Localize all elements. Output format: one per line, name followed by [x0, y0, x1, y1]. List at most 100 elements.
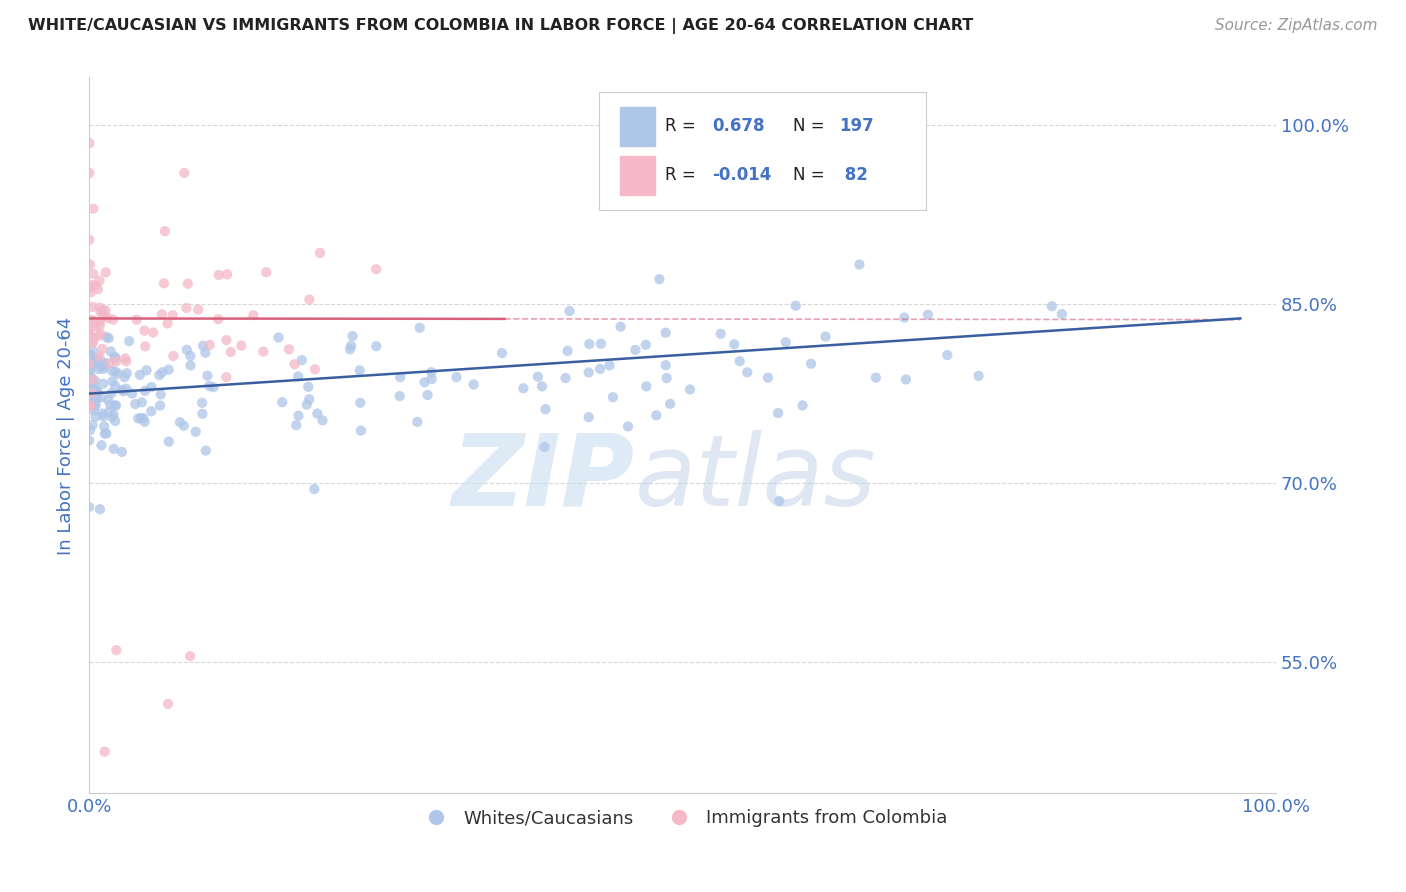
FancyBboxPatch shape: [599, 92, 925, 210]
Point: [173, 166, 195, 180]
Point: [82, 314, 104, 328]
Point: [1040, 299, 1063, 313]
Point: [176, 343, 198, 357]
Point: [104, 350, 127, 364]
Point: [80, 384, 103, 399]
Text: -0.014: -0.014: [713, 166, 772, 185]
Point: [150, 365, 173, 379]
Point: [578, 410, 600, 425]
Point: [87, 351, 110, 366]
Point: [406, 415, 429, 429]
Point: [77, 357, 100, 371]
Point: [86, 383, 108, 397]
Point: [557, 343, 579, 358]
Point: [124, 397, 146, 411]
Point: [84, 278, 107, 293]
Point: [530, 379, 553, 393]
Point: [491, 346, 513, 360]
Point: [82, 202, 104, 216]
Point: [311, 413, 333, 427]
Point: [84, 409, 107, 424]
Point: [79, 382, 101, 396]
Point: [80, 393, 103, 408]
Point: [91, 390, 114, 404]
Point: [654, 358, 676, 372]
Point: [89, 350, 111, 364]
Point: [86, 354, 108, 368]
Point: [82, 417, 104, 432]
Point: [865, 370, 887, 384]
Point: [342, 329, 364, 343]
Point: [103, 442, 125, 456]
Point: [534, 402, 557, 417]
Bar: [620, 107, 655, 146]
Point: [602, 390, 624, 404]
Point: [101, 312, 124, 326]
Point: [848, 258, 870, 272]
Bar: [620, 156, 655, 195]
Point: [93, 409, 115, 424]
Point: [89, 318, 111, 332]
Point: [366, 339, 388, 353]
Point: [287, 369, 309, 384]
Point: [83, 319, 105, 334]
Point: [104, 399, 127, 413]
Point: [82, 375, 104, 389]
Point: [79, 361, 101, 376]
Point: [80, 313, 103, 327]
Point: [219, 345, 242, 359]
Point: [217, 268, 239, 282]
Point: [340, 339, 363, 353]
Point: [93, 419, 115, 434]
Point: [98, 398, 121, 412]
Point: [179, 349, 201, 363]
Point: [87, 362, 110, 376]
Point: [87, 282, 110, 296]
Point: [83, 351, 105, 366]
Point: [463, 377, 485, 392]
Point: [121, 386, 143, 401]
Point: [84, 374, 107, 388]
Point: [91, 303, 114, 318]
Point: [87, 356, 110, 370]
Point: [271, 395, 294, 409]
Point: [589, 336, 612, 351]
Point: [100, 344, 122, 359]
Point: [527, 369, 550, 384]
Point: [153, 277, 176, 291]
Point: [79, 423, 101, 437]
Point: [128, 368, 150, 382]
Point: [129, 411, 152, 425]
Point: [735, 365, 758, 379]
Point: [84, 398, 107, 412]
Point: [91, 342, 114, 356]
Point: [115, 382, 138, 396]
Point: [194, 345, 217, 359]
Point: [198, 379, 221, 393]
Point: [79, 376, 101, 391]
Point: [77, 328, 100, 343]
Point: [558, 304, 581, 318]
Point: [79, 328, 101, 343]
Point: [80, 277, 103, 292]
Point: [101, 374, 124, 388]
Point: [98, 404, 121, 418]
Point: [107, 367, 129, 381]
Point: [150, 307, 173, 321]
Point: [304, 482, 326, 496]
Point: [162, 349, 184, 363]
Point: [94, 426, 117, 441]
Point: [215, 370, 238, 384]
Text: R =: R =: [665, 118, 700, 136]
Text: 197: 197: [839, 118, 875, 136]
Point: [90, 438, 112, 452]
Point: [77, 369, 100, 384]
Point: [636, 379, 658, 393]
Point: [79, 136, 101, 150]
Point: [157, 362, 180, 376]
Point: [93, 362, 115, 376]
Point: [80, 320, 103, 334]
Point: [93, 359, 115, 373]
Y-axis label: In Labor Force | Age 20-64: In Labor Force | Age 20-64: [58, 317, 75, 555]
Point: [654, 326, 676, 340]
